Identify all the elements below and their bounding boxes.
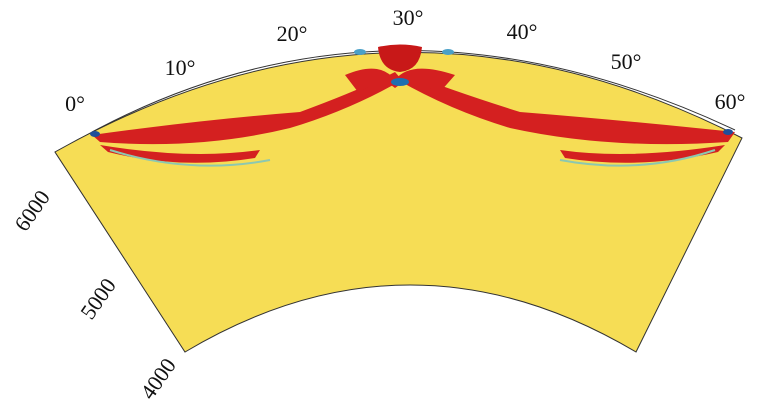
- angle-label: 20°: [277, 21, 308, 46]
- angle-label: 10°: [165, 55, 196, 80]
- depth-label: 4000: [135, 353, 181, 401]
- wavefield: [90, 44, 735, 167]
- depth-label: 6000: [9, 185, 55, 235]
- angle-label: 30°: [393, 5, 424, 30]
- section-face: [54, 51, 743, 353]
- angle-label: 60°: [715, 89, 746, 114]
- angle-label: 50°: [611, 49, 642, 74]
- depth-label: 5000: [75, 273, 121, 323]
- angle-label: 40°: [507, 19, 538, 44]
- angle-label: 0°: [65, 91, 85, 116]
